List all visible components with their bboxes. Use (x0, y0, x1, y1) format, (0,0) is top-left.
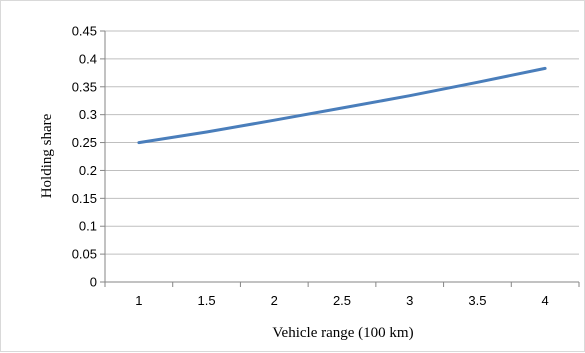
y-tick-label: 0.3 (79, 107, 97, 122)
x-axis-title: Vehicle range (100 km) (272, 325, 413, 341)
series-layer (137, 66, 547, 145)
x-tick-label: 1 (135, 293, 142, 308)
x-tick-label: 1.5 (198, 293, 216, 308)
x-tick-label: 2.5 (333, 293, 351, 308)
y-tick-label: 0 (90, 275, 97, 290)
x-tick-label: 2 (271, 293, 278, 308)
tick-labels: 0 0.05 0.1 0.15 0.2 0.25 0.3 0.35 0.4 0.45 1 1.5 2 2.… (72, 24, 549, 309)
y-axis-title: Holding share (39, 113, 55, 198)
y-tick-label: 0.2 (79, 163, 97, 178)
y-tick-label: 0.45 (72, 24, 97, 39)
x-tick-label: 3.5 (468, 293, 486, 308)
y-tick-label: 0.1 (79, 219, 97, 234)
x-tick-label: 3 (406, 293, 413, 308)
series-line (137, 66, 547, 145)
y-tick-label: 0.15 (72, 191, 97, 206)
y-tick-label: 0.4 (79, 51, 97, 66)
axes (100, 30, 580, 287)
gridlines (105, 30, 579, 255)
y-tick-label: 0.05 (72, 247, 97, 262)
y-tick-label: 0.35 (72, 79, 97, 94)
x-tick-label: 4 (542, 293, 549, 308)
y-tick-label: 0.25 (72, 135, 97, 150)
